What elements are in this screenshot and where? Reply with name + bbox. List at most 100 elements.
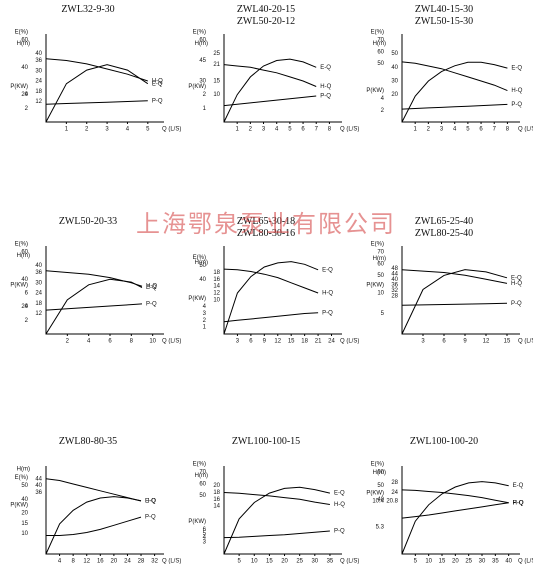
x-tick-label: 4: [275, 127, 279, 133]
y-axis-label: E(%): [15, 242, 28, 248]
x-axis-label: Q (L/S): [518, 339, 533, 345]
y-tick-label: 10: [377, 291, 384, 297]
x-axis-label: Q (L/S): [340, 559, 359, 565]
y-tick-label: 40: [377, 497, 384, 503]
legend-label: H-Q: [320, 84, 331, 90]
y-tick-label: 10: [21, 531, 28, 537]
x-tick-label: 16: [97, 559, 104, 565]
y-tick-label: 1: [203, 325, 207, 331]
y-axis-label: H(m): [373, 41, 386, 47]
legend-label: P-Q: [320, 94, 331, 100]
x-tick-label: 2: [85, 127, 89, 133]
curve: [401, 502, 509, 519]
x-axis-label: Q (L/S): [162, 127, 181, 133]
x-tick-label: 2: [249, 127, 253, 133]
y-tick-label: 50: [377, 483, 384, 489]
y-tick-label: 5.3: [376, 524, 385, 530]
legend-label: H-Q: [152, 79, 163, 85]
x-tick-label: 15: [266, 559, 273, 565]
y-tick-label: 4: [25, 304, 29, 310]
y-axis-label: E(%): [15, 475, 28, 481]
curve: [223, 261, 319, 335]
x-tick-label: 40: [505, 559, 512, 565]
y-tick-label: 40: [21, 497, 28, 503]
y-tick-label: 3: [203, 311, 207, 317]
y-tick-label: 50: [21, 483, 28, 489]
y-tick-label: 40: [199, 277, 206, 283]
y-tick-label: 14: [213, 284, 220, 290]
y-axis-label: E(%): [371, 462, 384, 468]
x-tick-label: 12: [483, 339, 490, 345]
y-tick-label: 28: [391, 293, 398, 299]
x-tick-label: 6: [479, 127, 483, 133]
legend-label: P-Q: [334, 529, 345, 535]
y-tick-label: 5: [203, 531, 207, 537]
y-tick-label: 24: [35, 79, 42, 85]
y-tick-label: 60: [21, 250, 28, 256]
chart-subtitle: ZWL50-20-12: [237, 16, 295, 27]
x-tick-label: 15: [288, 339, 295, 345]
legend-label: E-Q: [320, 65, 331, 71]
y-tick-label: 30: [391, 79, 398, 85]
y-tick-label: 12: [35, 311, 42, 317]
y-axis-label: E(%): [193, 255, 206, 261]
curve: [223, 530, 330, 539]
y-tick-label: 2: [25, 106, 29, 112]
x-tick-label: 1: [65, 127, 69, 133]
x-tick-label: 8: [328, 127, 332, 133]
y-tick-label: 18: [35, 301, 42, 307]
y-tick-label: 10.4: [372, 498, 384, 504]
y-tick-label: 50: [377, 61, 384, 67]
x-tick-label: 8: [71, 559, 75, 565]
y-tick-label: 18: [213, 270, 220, 276]
y-tick-label: 50: [391, 51, 398, 57]
y-tick-label: 50: [377, 273, 384, 279]
y-tick-label: 10: [213, 92, 220, 98]
y-tick-label: 40: [35, 483, 42, 489]
x-tick-label: 8: [130, 339, 134, 345]
y-tick-label: 25: [213, 51, 220, 57]
y-axis-label: H(m): [373, 256, 386, 262]
x-tick-label: 3: [105, 127, 109, 133]
curve: [45, 496, 142, 555]
chart-subtitle: ZWL80-30-16: [237, 228, 295, 239]
x-tick-label: 6: [108, 339, 112, 345]
y-tick-label: 60: [199, 481, 206, 487]
axis: [45, 34, 164, 123]
legend-label: H-Q: [511, 88, 522, 94]
y-tick-label: 60: [199, 38, 206, 44]
y-tick-label: 16: [213, 277, 220, 283]
x-tick-label: 4: [58, 559, 62, 565]
y-tick-label: 6: [203, 527, 207, 533]
y-tick-label: 40: [21, 277, 28, 283]
y-axis-label: P(KW): [188, 519, 206, 525]
curve: [223, 312, 319, 323]
y-tick-label: 70: [377, 250, 384, 256]
y-axis-label: H(m): [17, 253, 30, 259]
curve: [223, 486, 331, 555]
legend-label: H-Q: [146, 284, 157, 290]
y-tick-label: 36: [391, 282, 398, 288]
x-tick-label: 20: [281, 559, 288, 565]
curve: [401, 269, 508, 284]
chart-title: ZWL65-25-40: [415, 216, 473, 227]
y-tick-label: 70: [377, 38, 384, 44]
curve: [223, 95, 317, 107]
y-tick-label: 44: [35, 476, 42, 482]
x-tick-label: 9: [263, 339, 267, 345]
y-tick-label: 20: [21, 92, 28, 98]
curve: [401, 489, 509, 504]
y-tick-label: 40: [35, 51, 42, 57]
x-tick-label: 7: [493, 127, 497, 133]
y-tick-label: 30: [35, 280, 42, 286]
chart-title: ZWL50-20-33: [59, 216, 117, 227]
y-tick-label: 15: [213, 79, 220, 85]
y-tick-label: 16: [213, 497, 220, 503]
y-tick-label: 36: [35, 58, 42, 64]
chart-subtitle: ZWL50-15-30: [415, 16, 473, 27]
y-tick-label: 21: [213, 62, 220, 68]
x-tick-label: 3: [236, 339, 240, 345]
y-tick-label: 50: [199, 493, 206, 499]
y-tick-label: 28: [391, 480, 398, 486]
